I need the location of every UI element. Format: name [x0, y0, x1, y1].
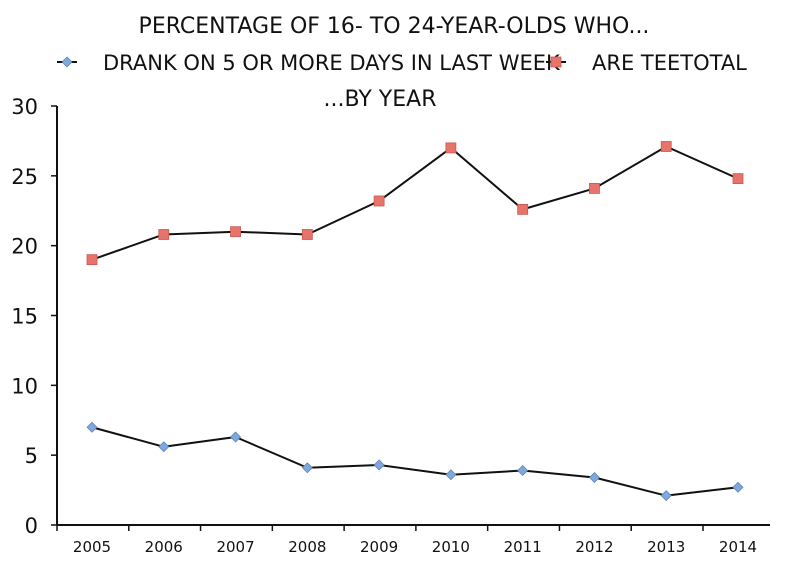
data-point-series-1 — [230, 431, 242, 443]
data-point-series-1 — [86, 421, 98, 433]
legend-marker-drinkers — [61, 56, 73, 68]
y-tick-label: 10 — [11, 374, 38, 398]
legend-item-teetotal: ARE TEETOTAL — [546, 51, 747, 75]
data-point-series-1 — [732, 481, 744, 493]
x-tick-label: 2008 — [288, 538, 326, 556]
data-point-series-2 — [732, 173, 744, 185]
x-tick-label: 2007 — [216, 538, 254, 556]
x-tick-label: 2009 — [360, 538, 398, 556]
data-point-series-1 — [301, 462, 313, 474]
x-tick-label: 2011 — [504, 538, 542, 556]
legend-item-drinkers: DRANK ON 5 OR MORE DAYS IN LAST WEEK — [57, 51, 561, 75]
data-point-series-2 — [660, 141, 672, 152]
data-point-series-2 — [517, 203, 529, 215]
y-tick-label: 0 — [25, 514, 38, 538]
data-point-series-2 — [445, 142, 457, 154]
data-point-series-2 — [230, 226, 241, 238]
chart-title-line-1: PERCENTAGE OF 16- TO 24-YEAR-OLDS WHO... — [139, 14, 650, 39]
x-tick-label: 2010 — [432, 538, 470, 556]
y-tick-label: 25 — [11, 165, 38, 189]
data-point-series-1 — [588, 471, 600, 484]
series-line-1 — [91, 426, 739, 497]
y-tick-label: 20 — [11, 235, 38, 259]
y-tick-label: 30 — [11, 95, 38, 119]
data-point-series-1 — [158, 441, 170, 453]
x-tick-label: 2013 — [647, 538, 685, 556]
data-point-series-2 — [373, 195, 385, 207]
x-ticks: 2005 2006 2007 2008 2009 2010 2011 2012 2013 2014 — [56, 525, 757, 556]
x-tick-label: 2005 — [73, 538, 111, 556]
legend-label-teetotal: ARE TEETOTAL — [592, 51, 747, 75]
data-point-series-1 — [445, 469, 457, 481]
legend-marker-teetotal — [550, 56, 562, 68]
data-point-series-1 — [373, 459, 385, 471]
data-point-series-1 — [517, 465, 529, 477]
series-layer — [86, 141, 744, 502]
x-tick-label: 2014 — [719, 538, 757, 556]
data-point-series-2 — [589, 183, 600, 194]
x-tick-label: 2006 — [145, 538, 183, 556]
legend: DRANK ON 5 OR MORE DAYS IN LAST WEEK ARE… — [57, 51, 747, 75]
series-line-2 — [91, 145, 739, 261]
data-point-series-1 — [660, 490, 672, 502]
data-point-series-2 — [301, 229, 313, 240]
data-point-series-2 — [86, 254, 98, 266]
chart-title-line-2: ...BY YEAR — [324, 87, 437, 112]
y-tick-label: 5 — [25, 444, 38, 468]
x-tick-label: 2012 — [575, 538, 613, 556]
data-point-series-2 — [158, 229, 170, 240]
y-ticks: 0 5 10 15 20 25 30 — [11, 95, 57, 538]
y-tick-label: 15 — [11, 305, 38, 329]
legend-label-drinkers: DRANK ON 5 OR MORE DAYS IN LAST WEEK — [103, 51, 561, 75]
